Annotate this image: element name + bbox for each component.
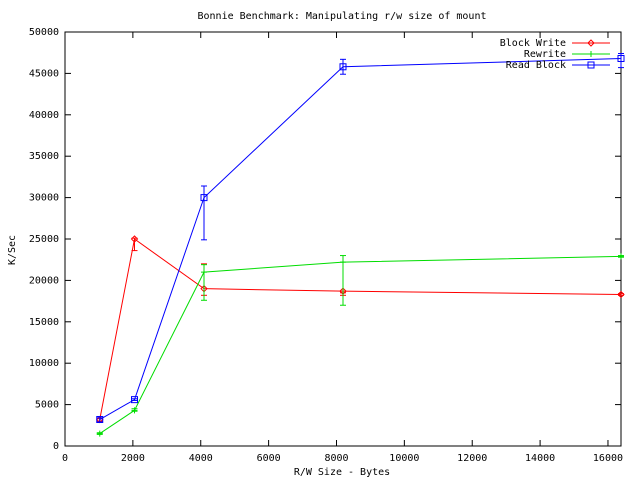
x-tick-label: 12000 (457, 453, 487, 464)
x-tick-label: 8000 (324, 453, 348, 464)
y-tick-label: 45000 (29, 68, 59, 79)
x-tick-label: 10000 (389, 453, 419, 464)
point (200, 284, 208, 293)
point (617, 290, 625, 299)
point (130, 235, 139, 243)
y-tick-label: 10000 (29, 358, 59, 369)
x-tick-label: 14000 (525, 453, 555, 464)
y-tick-label: 25000 (29, 234, 59, 245)
legend-marker (588, 51, 594, 57)
point (96, 430, 103, 437)
point (96, 416, 104, 424)
point (131, 396, 138, 404)
point (200, 194, 208, 202)
x-tick-label: 2000 (121, 453, 145, 464)
plot-border (64, 31, 622, 447)
y-tick-label: 0 (53, 441, 59, 452)
y-tick-label: 35000 (29, 151, 59, 162)
x-tick-label: 0 (62, 453, 68, 464)
legend-marker (587, 61, 595, 69)
legend-marker (587, 39, 595, 47)
legend-label: Read Block (506, 60, 566, 71)
y-tick-label: 30000 (29, 193, 59, 204)
point (618, 253, 624, 260)
point (339, 287, 347, 295)
point (340, 259, 346, 266)
point (131, 407, 138, 414)
y-tick-label: 5000 (35, 400, 59, 411)
chart-title: Bonnie Benchmark: Manipulating r/w size … (198, 11, 487, 22)
y-tick-label: 40000 (29, 110, 59, 121)
series-line (99, 238, 622, 420)
point (201, 269, 207, 276)
series-line (99, 57, 622, 420)
y-axis-label: K/Sec (7, 235, 18, 265)
y-tick-label: 20000 (29, 275, 59, 286)
y-tick-label: 15000 (29, 317, 59, 328)
series-line (99, 255, 622, 434)
x-tick-label: 4000 (189, 453, 213, 464)
x-tick-label: 6000 (257, 453, 281, 464)
x-axis-label: R/W Size - Bytes (294, 467, 390, 478)
legend-label: Block Write (500, 38, 566, 49)
point (617, 54, 625, 62)
y-tick-label: 50000 (29, 27, 59, 38)
point (339, 63, 347, 71)
legend-label: Rewrite (524, 49, 566, 60)
x-tick-label: 16000 (593, 453, 623, 464)
